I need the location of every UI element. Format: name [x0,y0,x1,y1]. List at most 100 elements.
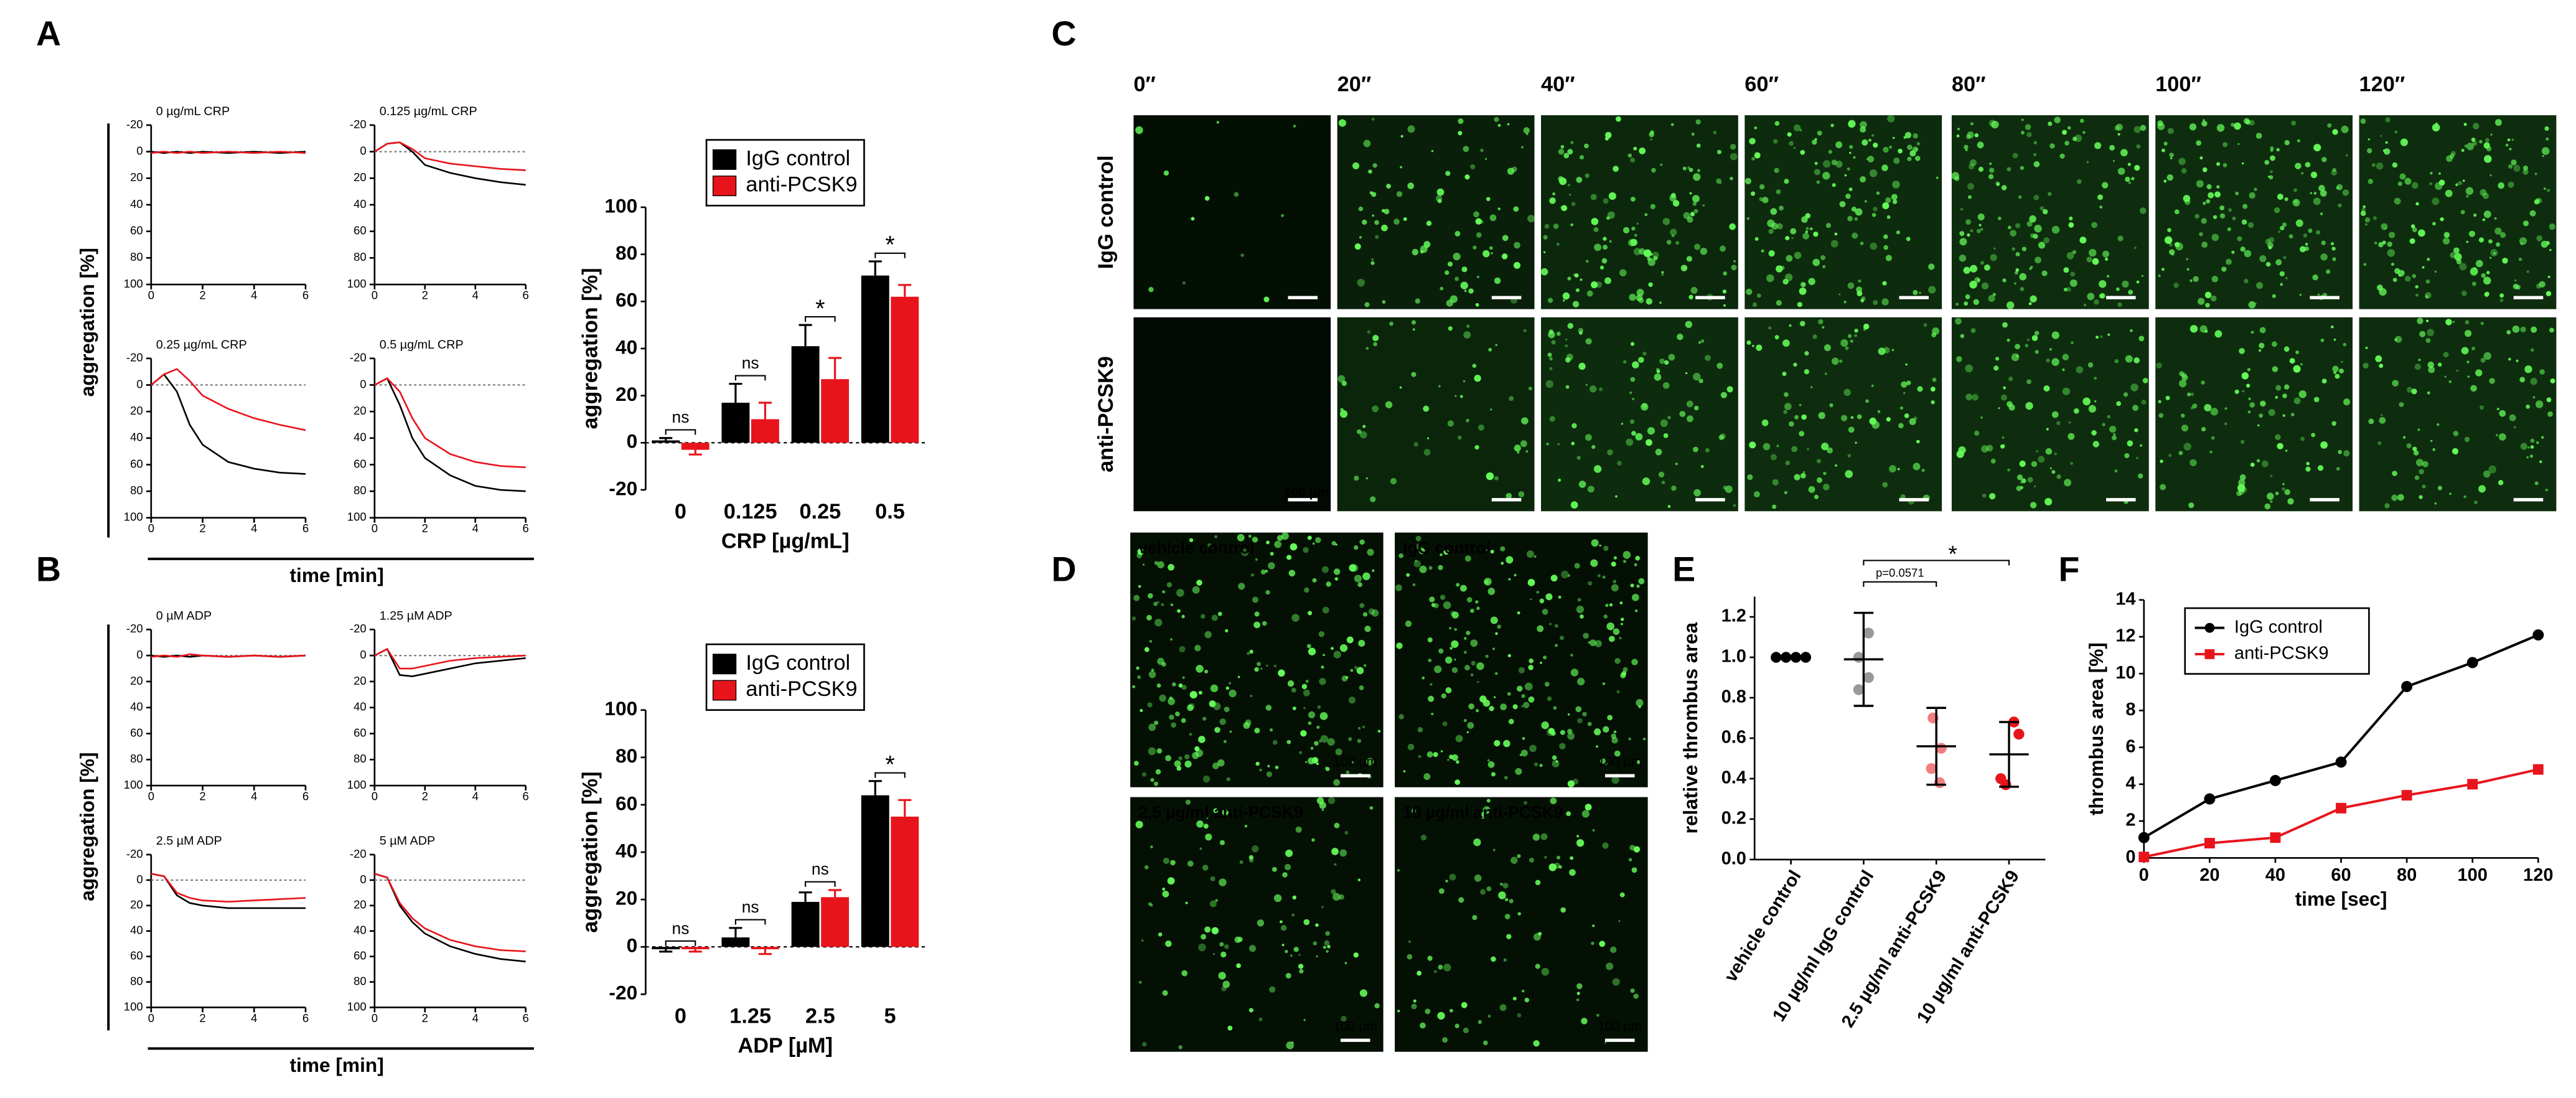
platelet [2224,422,2227,426]
platelet [1487,588,1496,595]
platelet [1693,173,1701,181]
platelet [1255,558,1258,561]
platelet [1660,419,1668,427]
platelet [2116,401,2121,406]
platelet [1578,362,1586,370]
platelet [1221,986,1227,992]
platelet [1486,886,1492,891]
platelet [2000,394,2007,401]
platelet [1192,752,1199,759]
platelet [1194,644,1201,652]
platelet [1348,737,1352,741]
comparison-label: p=0.0571 [1876,566,1924,579]
platelet [1494,277,1501,284]
x-tick-label: 0 [372,522,378,535]
platelet [1579,155,1585,160]
platelet [1898,148,1903,154]
platelet [2003,386,2007,390]
platelet [2249,402,2255,408]
platelet [1155,769,1161,775]
platelet [1247,652,1250,655]
platelet [2190,459,2197,467]
chart-title: 0.125 µg/mL CRP [380,105,477,118]
platelet [1204,669,1209,673]
x-tick-label: 2 [199,288,205,301]
platelet [1528,387,1532,391]
platelet [1717,362,1723,369]
platelet [1688,294,1693,300]
platelet [1557,855,1560,860]
platelet [2216,162,2221,166]
platelet [2518,257,2522,261]
platelet [1507,654,1511,657]
platelet [2379,416,2386,424]
platelet [1287,680,1295,687]
platelet [1368,169,1372,174]
platelet [1223,739,1227,743]
platelet [2494,227,2502,235]
legend-label: anti-PCSK9 [746,173,857,197]
platelet [1978,166,1984,172]
platelet [1476,662,1484,670]
platelet [2034,225,2042,233]
platelet [2546,397,2552,403]
platelet [1459,395,1463,398]
platelet [1577,718,1583,724]
platelet [1730,144,1736,150]
platelet [1194,746,1200,752]
y-tick-label: 80 [130,752,143,765]
platelet [2031,335,2038,341]
platelet [1883,146,1889,153]
platelet [2140,124,2147,131]
micrograph-haze [2359,317,2557,512]
platelet [2105,257,2109,261]
platelet [1363,664,1367,667]
platelet [1517,912,1521,916]
platelet [1135,820,1143,828]
platelet [1340,408,1344,411]
platelet [1451,667,1458,673]
platelet [1906,237,1911,242]
platelet [2231,123,2235,127]
platelet [1635,433,1643,441]
platelet [1991,120,1999,129]
micrograph [1745,317,1942,512]
y-tick-label: 60 [616,792,637,814]
platelet [1776,189,1781,195]
platelet [1997,217,2002,220]
platelet [2531,348,2534,352]
platelet [1515,767,1522,775]
platelet [2283,384,2290,390]
platelet [1685,372,1688,375]
data-point [2401,790,2412,801]
x-tick-label: 4 [251,522,257,535]
platelet [2461,149,2465,152]
platelet [2425,319,2429,322]
platelet [1417,970,1422,976]
platelet [2520,242,2523,245]
platelet [1964,301,1969,306]
platelet [1322,606,1329,614]
platelet [1153,781,1159,786]
platelet [1464,555,1471,562]
platelet [2415,284,2419,289]
y-tick-label: 0.8 [1721,687,1746,707]
trace-line [151,373,306,475]
platelet [2546,189,2550,192]
platelet [2211,233,2219,242]
platelet [1144,865,1149,870]
platelet [1327,944,1331,949]
platelet [2033,485,2036,488]
platelet [1460,584,1467,592]
platelet [1451,754,1458,761]
x-tick-label: 6 [302,1011,309,1025]
timepoint-label: 100′′ [2155,73,2201,96]
platelet [1196,665,1204,673]
platelet [1839,200,1846,207]
platelet [2190,325,2198,333]
platelet [1317,705,1321,709]
platelet [1554,624,1558,628]
platelet [2109,144,2115,151]
platelet [1599,265,1604,270]
platelet [1150,777,1155,782]
